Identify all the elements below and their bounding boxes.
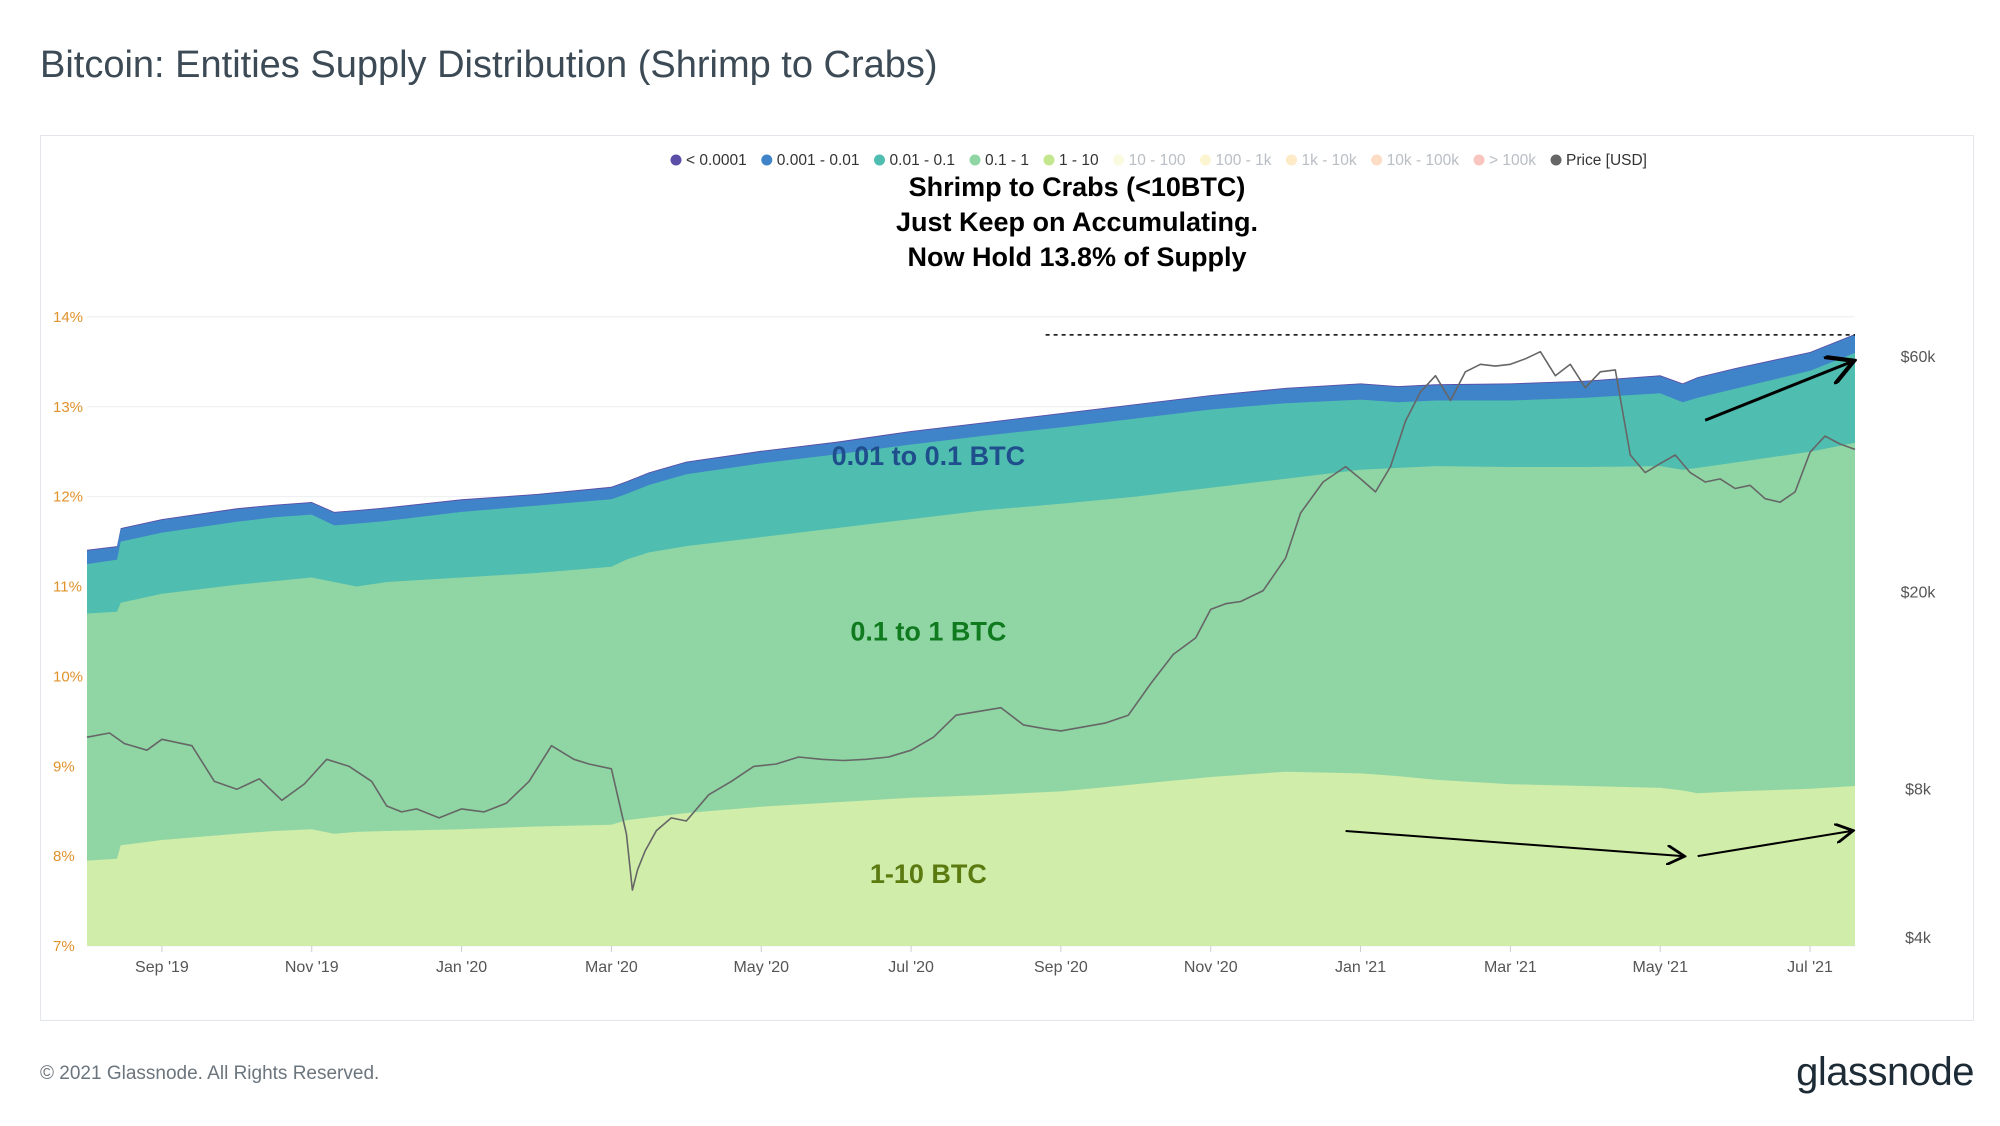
legend[interactable]: < 0.0001 0.001 - 0.01 0.01 - 0.1 0.1 - 1 1 -…	[670, 152, 1648, 169]
legend-marker	[1200, 154, 1211, 166]
legend-label: 1k - 10k	[1302, 152, 1357, 169]
y-tick-label: 12%	[53, 489, 83, 506]
copyright-notice: © 2021 Glassnode. All Rights Reserved.	[40, 1063, 380, 1084]
legend-item[interactable]: < 0.0001	[670, 152, 747, 169]
trend-arrow	[1704, 362, 1851, 422]
legend-marker	[1286, 154, 1298, 166]
brand-logo: glassnode	[1796, 1050, 1974, 1094]
x-tick-label: Jan '20	[436, 959, 487, 976]
x-tick-label: Sep '19	[135, 959, 189, 976]
band-label: 1-10 BTC	[870, 859, 987, 889]
y2-tick-label: $60k	[1901, 349, 1937, 366]
legend-marker	[1473, 154, 1485, 166]
x-tick-label: Sep '20	[1034, 959, 1088, 976]
legend-label: 0.01 - 0.1	[890, 152, 956, 169]
legend-label: 0.1 - 1	[985, 152, 1029, 169]
legend-label: 10 - 100	[1129, 152, 1186, 169]
y-tick-label: 7%	[53, 938, 75, 955]
callout-line: Just Keep on Accumulating.	[896, 207, 1258, 237]
legend-marker	[1043, 154, 1055, 166]
legend-label: 100 - 1k	[1216, 152, 1272, 169]
x-tick-label: Mar '20	[585, 959, 638, 976]
y-tick-label: 10%	[53, 668, 83, 685]
y-axis-left: 7% 8% 9% 10% 11% 12% 13% 14%	[53, 309, 83, 955]
callout-line: Now Hold 13.8% of Supply	[907, 242, 1246, 272]
price-series	[86, 350, 1856, 891]
y2-tick-label: $4k	[1905, 930, 1932, 947]
legend-item[interactable]: 1 - 10	[1043, 152, 1099, 169]
legend-marker	[670, 154, 682, 166]
legend-item[interactable]: 0.1 - 1	[969, 152, 1029, 169]
legend-item[interactable]: > 100k	[1473, 152, 1537, 169]
chart[interactable]: glassnode 7%8%9%10%11%12%13%14% $4k$8k$2…	[41, 136, 1975, 1022]
x-tick-label: Jan '21	[1335, 959, 1386, 976]
legend-marker	[874, 154, 886, 166]
y-tick-label: 14%	[53, 309, 83, 326]
y-tick-label: 13%	[53, 399, 83, 416]
trend-arrow	[1697, 831, 1852, 858]
legend-label: < 0.0001	[686, 152, 747, 169]
y-tick-label: 8%	[53, 848, 75, 865]
price-line	[86, 350, 1856, 891]
y2-tick-label: $20k	[1901, 585, 1937, 602]
legend-marker	[761, 154, 773, 166]
legend-marker	[1113, 154, 1125, 166]
y-tick-label: 11%	[53, 579, 82, 596]
legend-label: > 100k	[1489, 152, 1536, 169]
legend-item[interactable]: 1k - 10k	[1286, 152, 1357, 169]
x-tick-label: May '21	[1632, 959, 1688, 976]
annotations: Shrimp to Crabs (<10BTC) Just Keep on Acc…	[832, 172, 1855, 889]
legend-label: 10k - 100k	[1387, 152, 1460, 169]
legend-item[interactable]: Price [USD]	[1550, 152, 1647, 169]
x-tick-label: Nov '19	[285, 959, 339, 976]
x-tick-label: May '20	[733, 959, 789, 976]
y2-tick-label: $8k	[1905, 781, 1932, 798]
legend-marker	[1550, 154, 1562, 166]
x-tick-label: Mar '21	[1484, 959, 1537, 976]
legend-marker	[1371, 154, 1383, 166]
band-label: 0.01 to 0.1 BTC	[832, 441, 1026, 471]
area-1-10	[87, 771, 1855, 946]
y-tick-label: 9%	[53, 758, 75, 775]
legend-marker	[969, 154, 981, 166]
legend-label: Price [USD]	[1566, 152, 1647, 169]
legend-label: 1 - 10	[1059, 152, 1099, 169]
trend-arrow	[1345, 829, 1683, 856]
legend-label: 0.001 - 0.01	[777, 152, 860, 169]
x-axis: Sep '19 Nov '19 Jan '20 Mar '20 May '20 Jul '…	[135, 946, 1833, 976]
x-tick-label: Nov '20	[1184, 959, 1238, 976]
chart-title: Bitcoin: Entities Supply Distribution (S…	[40, 44, 938, 86]
x-tick-label: Jul '20	[888, 959, 934, 976]
legend-item[interactable]: 10k - 100k	[1371, 152, 1459, 169]
legend-item[interactable]: 10 - 100	[1113, 152, 1186, 169]
legend-item[interactable]: 0.001 - 0.01	[761, 152, 860, 169]
x-tick-label: Jul '21	[1787, 959, 1833, 976]
band-label: 0.1 to 1 BTC	[850, 616, 1006, 646]
y-axis-right: $4k $8k $20k $60k	[1901, 349, 1937, 947]
chart-frame: glassnode 7%8%9%10%11%12%13%14% $4k$8k$2…	[40, 135, 1974, 1021]
legend-item[interactable]: 100 - 1k	[1200, 152, 1272, 169]
legend-item[interactable]: 0.01 - 0.1	[874, 152, 955, 169]
stacked-areas	[87, 334, 1855, 946]
callout-line: Shrimp to Crabs (<10BTC)	[909, 172, 1246, 202]
